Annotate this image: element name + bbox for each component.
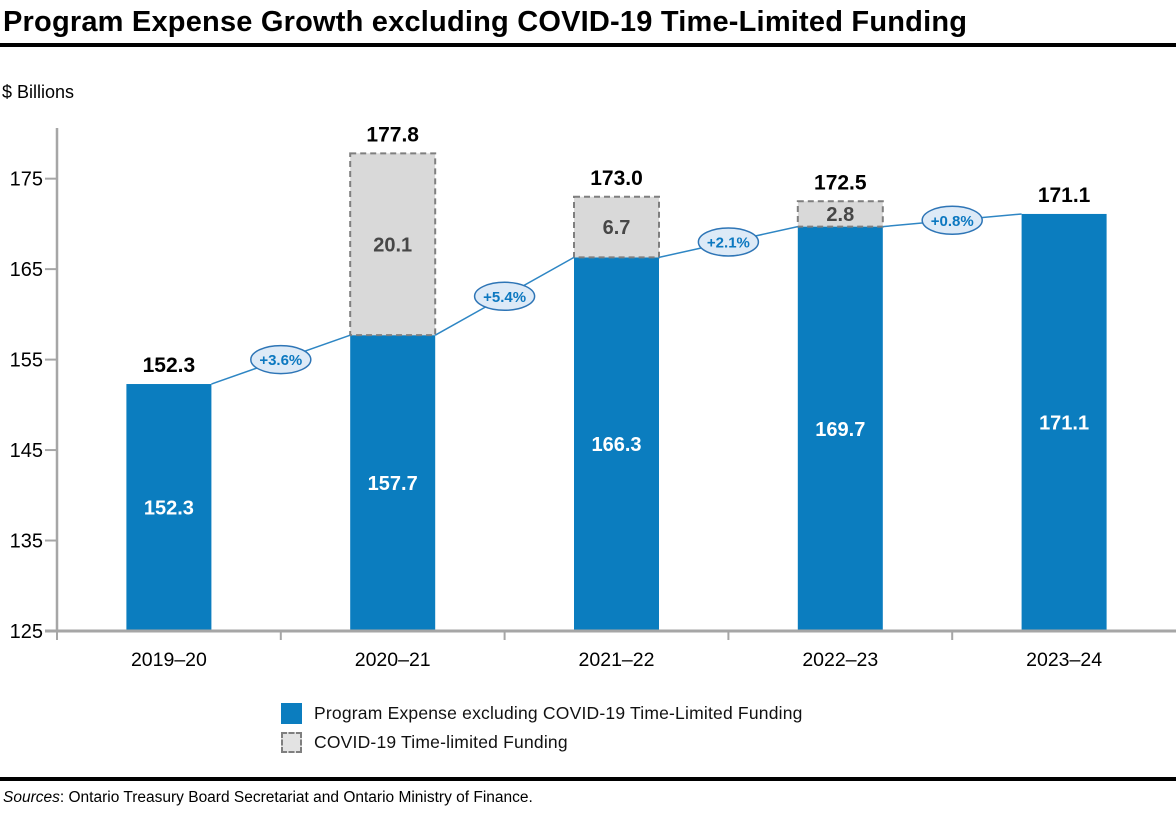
sources-note: Sources: Ontario Treasury Board Secretar… (3, 789, 533, 807)
covid-segment-label: 2.8 (826, 204, 854, 226)
growth-oval (473, 281, 536, 312)
legend-label: COVID-19 Time-limited Funding (314, 732, 568, 752)
legend: Program Expense excluding COVID-19 Time-… (281, 703, 803, 761)
growth-oval (697, 227, 760, 257)
bar-2022–23 (797, 226, 883, 631)
sources-label: Sources (3, 789, 60, 806)
x-tick-label: 2023–24 (1026, 649, 1102, 671)
growth-percent-label: +2.1% (707, 234, 750, 251)
legend-item-program-expense: Program Expense excluding COVID-19 Time-… (281, 703, 803, 724)
bar-2019–20 (126, 384, 212, 631)
growth-percent-label: +5.4% (483, 289, 526, 306)
footer-rule (0, 777, 1176, 781)
covid-segment-2022–23 (796, 200, 884, 228)
y-tick-label: 145 (10, 440, 43, 462)
legend-label: Program Expense excluding COVID-19 Time-… (314, 703, 803, 723)
covid-segment-label: 6.7 (603, 217, 631, 239)
bar-value-label: 171.1 (1039, 412, 1089, 434)
page-title: Program Expense Growth excluding COVID-1… (3, 6, 968, 38)
y-tick-label: 165 (10, 259, 43, 281)
y-tick-label: 125 (10, 621, 43, 643)
bar-2020–21 (350, 335, 436, 631)
bar-value-label: 166.3 (591, 434, 641, 456)
y-tick-label: 155 (10, 350, 43, 372)
legend-item-covid-funding: COVID-19 Time-limited Funding (281, 732, 803, 753)
x-tick-label: 2022–23 (802, 649, 878, 671)
total-label: 177.8 (366, 123, 419, 146)
covid-segment-label: 20.1 (373, 234, 412, 256)
title-underline (0, 43, 1176, 47)
growth-percent-label: +3.6% (259, 352, 302, 369)
x-tick-label: 2020–21 (355, 649, 431, 671)
bar-value-label: 157.7 (368, 473, 418, 495)
covid-segment-2020–21 (349, 152, 437, 337)
y-tick-label: 135 (10, 531, 43, 553)
x-tick-label: 2021–22 (579, 649, 655, 671)
covid-segment-2021–22 (573, 195, 660, 259)
growth-percent-label: +0.8% (931, 213, 974, 230)
x-tick-label: 2019–20 (131, 649, 207, 671)
total-label: 171.1 (1038, 184, 1091, 207)
growth-oval (250, 344, 312, 375)
expense-growth-chart: 152.3 152.3 157.7 20.1 177.8 166.3 6.7 173.0 169… (10, 123, 1176, 671)
total-label: 173.0 (590, 167, 643, 190)
legend-swatch-solid-blue (281, 703, 302, 724)
total-label: 152.3 (143, 354, 196, 377)
legend-swatch-dashed-gray (281, 732, 302, 753)
bar-value-label: 169.7 (815, 419, 865, 441)
bar-2023–24 (1021, 213, 1107, 631)
sources-text: : Ontario Treasury Board Secretariat and… (59, 789, 533, 806)
bar-2021–22 (574, 257, 659, 631)
y-tick-label: 175 (10, 169, 43, 191)
growth-oval (921, 205, 983, 236)
y-axis-unit-label: $ Billions (2, 82, 75, 102)
bar-value-label: 152.3 (144, 498, 194, 520)
total-label: 172.5 (814, 171, 867, 194)
